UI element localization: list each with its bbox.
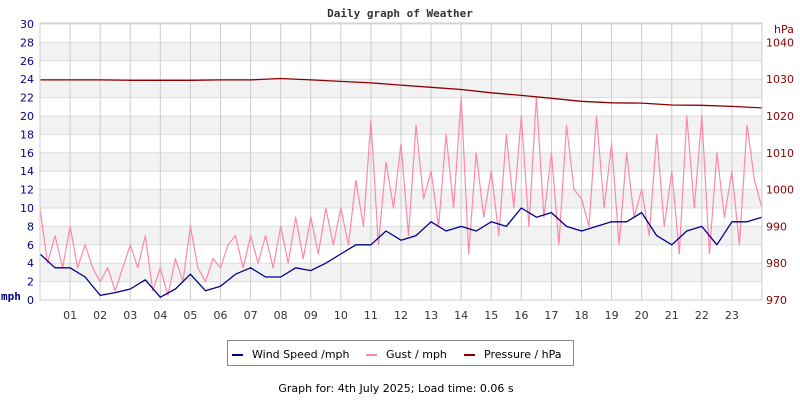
x-tick-label: 06: [214, 309, 228, 322]
series-line-gust: [39, 96, 763, 296]
left-tick-label: 26: [20, 55, 34, 68]
left-tick-label: 30: [20, 18, 34, 31]
x-tick-label: 15: [484, 309, 498, 322]
x-tick-label: 11: [364, 309, 378, 322]
right-tick-label: 1040: [766, 36, 794, 49]
series-line-wind-speed: [39, 207, 763, 298]
left-tick-label: 22: [20, 92, 34, 105]
right-tick-label: 990: [766, 220, 787, 233]
legend-label-pressure: Pressure / hPa: [484, 348, 562, 361]
left-axis-unit: mph: [1, 290, 21, 303]
left-tick-label: 16: [20, 147, 34, 160]
x-tick-label: 16: [514, 309, 528, 322]
x-tick-label: 18: [575, 309, 589, 322]
x-tick-label: 20: [635, 309, 649, 322]
right-axis-ticks: 970 980 990 1000 1010 1020 1030 1040: [766, 36, 794, 307]
left-tick-label: 0: [27, 294, 34, 307]
x-tick-label: 23: [725, 309, 739, 322]
left-tick-label: 10: [20, 202, 34, 215]
x-tick-label: 22: [695, 309, 709, 322]
x-tick-label: 03: [123, 309, 137, 322]
right-tick-label: 1010: [766, 147, 794, 160]
x-tick-label: 07: [244, 309, 258, 322]
left-tick-label: 12: [20, 184, 34, 197]
right-tick-label: 980: [766, 257, 787, 270]
x-axis-ticks: 01 02 03 04 05 06 07 08 09 10 11 12 13 14 15 16 17 18 19 20…: [63, 309, 739, 322]
x-tick-label: 05: [183, 309, 197, 322]
x-tick-label: 13: [424, 309, 438, 322]
footer-text: Graph for: 4th July 2025; Load time: 0.0…: [278, 382, 514, 395]
x-tick-label: 12: [394, 309, 408, 322]
x-tick-label: 19: [605, 309, 619, 322]
series-line-pressure: [40, 77, 763, 109]
right-axis-unit: hPa: [774, 23, 794, 36]
x-tick-label: 10: [334, 309, 348, 322]
x-tick-label: 08: [274, 309, 288, 322]
legend: Wind Speed /mph Gust / mph Pressure / hP…: [227, 340, 574, 366]
left-tick-label: 24: [20, 73, 34, 86]
x-tick-label: 01: [63, 309, 77, 322]
legend-label-gust: Gust / mph: [386, 348, 447, 361]
right-tick-label: 1000: [766, 184, 794, 197]
chart-title: Daily graph of Weather: [327, 7, 473, 20]
left-tick-label: 8: [27, 220, 34, 233]
legend-label-wind: Wind Speed /mph: [252, 348, 350, 361]
right-tick-label: 1020: [766, 110, 794, 123]
plot-border: [39, 22, 763, 301]
left-tick-label: 6: [27, 239, 34, 252]
left-tick-label: 14: [20, 165, 34, 178]
series-lines: [39, 77, 763, 298]
left-tick-label: 18: [20, 128, 34, 141]
left-tick-label: 28: [20, 36, 34, 49]
x-tick-label: 09: [304, 309, 318, 322]
left-tick-label: 2: [27, 276, 34, 289]
x-tick-label: 04: [153, 309, 167, 322]
x-tick-label: 02: [93, 309, 107, 322]
right-tick-label: 970: [766, 294, 787, 307]
left-tick-label: 4: [27, 257, 34, 270]
right-tick-label: 1030: [766, 73, 794, 86]
x-tick-label: 14: [454, 309, 468, 322]
x-tick-label: 21: [665, 309, 679, 322]
left-tick-label: 20: [20, 110, 34, 123]
x-tick-label: 17: [544, 309, 558, 322]
